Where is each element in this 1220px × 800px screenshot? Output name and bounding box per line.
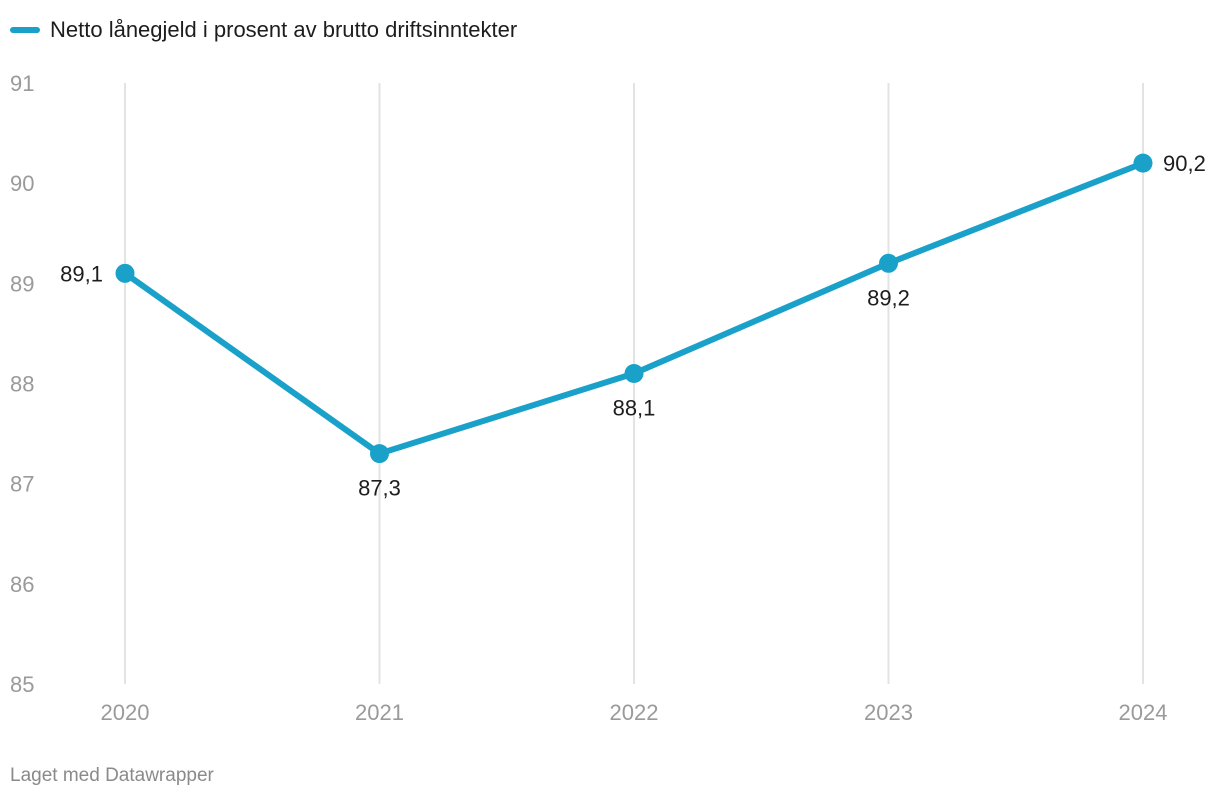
y-tick-label-85: 85 xyxy=(10,672,34,697)
y-tick-label-90: 90 xyxy=(10,171,34,196)
footer-credit: Laget med Datawrapper xyxy=(10,765,214,786)
data-point-2022 xyxy=(624,363,644,383)
legend-swatch xyxy=(10,27,40,33)
legend-label: Netto lånegjeld i prosent av brutto drif… xyxy=(50,17,518,42)
x-tick-label-2022: 2022 xyxy=(610,700,659,725)
data-label-2020: 89,1 xyxy=(60,261,103,286)
y-tick-label-86: 86 xyxy=(10,572,34,597)
y-axis: 85 86 87 88 89 90 91 xyxy=(10,71,34,697)
x-tick-label-2023: 2023 xyxy=(864,700,913,725)
data-label-2022: 88,1 xyxy=(613,395,656,420)
x-tick-label-2024: 2024 xyxy=(1119,700,1168,725)
data-label-2021: 87,3 xyxy=(358,476,401,501)
grid-layer xyxy=(124,83,1144,684)
data-point-2020 xyxy=(115,263,135,283)
data-point-2024 xyxy=(1133,153,1153,173)
data-labels: 89,1 87,3 88,1 89,2 90,2 xyxy=(60,151,1206,500)
data-point-2023 xyxy=(879,253,898,273)
data-label-2024: 90,2 xyxy=(1163,151,1206,176)
data-point-2021 xyxy=(370,444,389,464)
y-tick-label-89: 89 xyxy=(10,271,34,296)
y-tick-label-91: 91 xyxy=(10,71,34,96)
x-axis: 2020 2021 2022 2023 2024 xyxy=(101,700,1168,725)
x-tick-label-2020: 2020 xyxy=(101,700,150,725)
y-tick-label-87: 87 xyxy=(10,472,34,497)
series-layer xyxy=(115,153,1153,464)
data-label-2023: 89,2 xyxy=(867,285,910,310)
x-tick-label-2021: 2021 xyxy=(355,700,404,725)
y-tick-label-88: 88 xyxy=(10,372,34,397)
legend: Netto lånegjeld i prosent av brutto drif… xyxy=(10,16,517,44)
